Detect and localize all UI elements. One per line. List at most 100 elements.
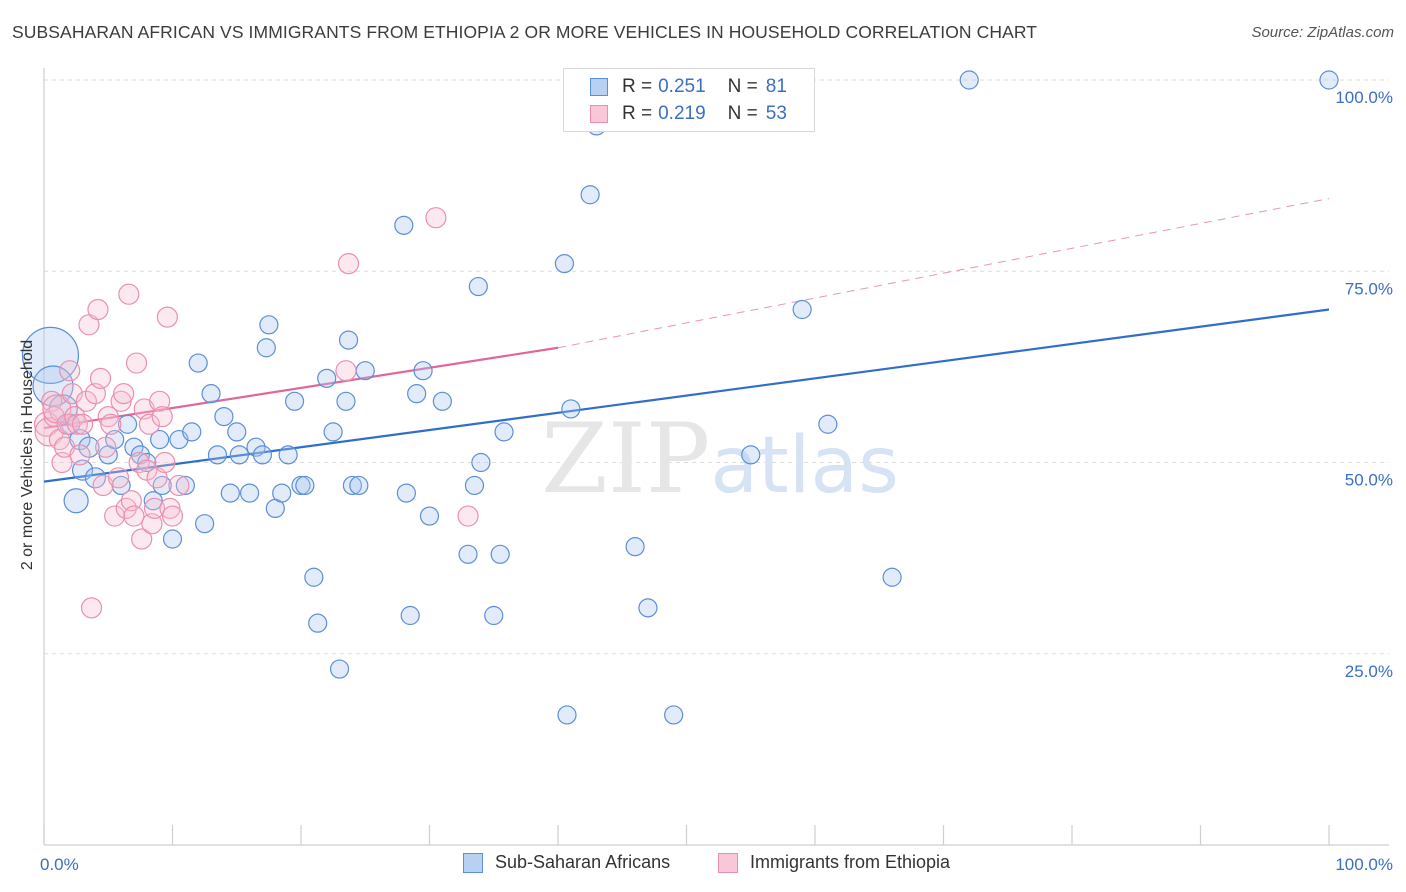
legend-row-subsaharan: R = 0.251 N = 81 — [590, 75, 787, 99]
point-series-1 — [34, 417, 64, 447]
point-series-0 — [338, 330, 359, 350]
point-series-1 — [168, 474, 190, 497]
legend-n-label: N = — [727, 76, 758, 97]
point-series-0 — [394, 215, 414, 235]
point-series-1 — [59, 360, 81, 382]
point-series-0 — [490, 544, 510, 564]
legend-r-value: 0.219 — [658, 103, 706, 124]
point-series-0 — [561, 399, 581, 419]
point-series-0 — [400, 605, 420, 626]
point-series-0 — [252, 445, 273, 465]
point-series-0 — [162, 529, 183, 549]
point-series-0 — [227, 422, 247, 442]
x-tick-label: 0.0% — [40, 855, 79, 874]
point-series-0 — [48, 394, 78, 424]
point-series-0 — [580, 185, 600, 205]
point-series-1 — [113, 383, 135, 405]
point-series-0 — [336, 391, 356, 411]
point-series-0 — [741, 445, 761, 465]
point-series-0 — [407, 384, 427, 404]
point-series-0 — [124, 437, 144, 457]
point-series-1 — [131, 528, 153, 550]
bottom-legend-label: Sub-Saharan Africans — [495, 852, 671, 872]
trend-line-0 — [43, 308, 1330, 483]
point-series-0 — [818, 414, 838, 434]
point-series-0 — [117, 414, 138, 434]
point-series-1 — [107, 467, 130, 489]
point-series-0 — [355, 361, 375, 381]
point-series-1 — [337, 253, 360, 275]
point-series-0 — [78, 436, 100, 458]
point-series-0 — [458, 544, 478, 564]
bottom-legend-label: Immigrants from Ethiopia — [750, 852, 951, 872]
point-series-1 — [146, 467, 168, 489]
point-series-1 — [118, 283, 140, 305]
point-series-1 — [75, 390, 98, 412]
point-series-1 — [110, 390, 132, 412]
point-series-0 — [323, 422, 343, 442]
point-series-1 — [154, 451, 176, 474]
point-series-1 — [100, 413, 122, 435]
point-series-0 — [494, 422, 514, 442]
point-series-1 — [66, 413, 89, 435]
point-series-0 — [792, 299, 812, 320]
point-series-0 — [137, 452, 157, 473]
point-series-0 — [464, 475, 485, 496]
point-series-0 — [419, 506, 440, 526]
point-series-0 — [229, 445, 249, 465]
point-series-1 — [159, 497, 181, 519]
y-axis-label: 2 or more Vehicles in Household — [19, 339, 36, 571]
point-series-0 — [308, 613, 328, 633]
point-series-0 — [1319, 70, 1339, 90]
grid-lines — [44, 79, 1389, 655]
watermark-atlas: atlas — [710, 421, 899, 511]
point-series-0 — [201, 384, 221, 404]
point-series-0 — [471, 452, 491, 473]
point-series-0 — [256, 338, 276, 358]
point-series-0 — [259, 315, 279, 335]
point-series-0 — [625, 537, 645, 557]
point-series-0 — [130, 445, 150, 465]
x-tick-label: 100.0% — [1335, 855, 1393, 874]
point-series-0 — [220, 483, 240, 503]
legend-swatch-pink — [590, 105, 608, 123]
chart-source: Source: ZipAtlas.com — [1251, 24, 1394, 41]
point-series-0 — [413, 361, 433, 381]
legend-r-label: R = — [622, 103, 653, 124]
point-series-0 — [246, 437, 266, 457]
point-series-1 — [156, 306, 178, 328]
point-series-0 — [959, 70, 979, 90]
point-series-0 — [188, 353, 208, 373]
point-series-1 — [125, 352, 148, 374]
point-series-0 — [240, 483, 260, 503]
legend-n-value: 53 — [765, 103, 787, 124]
axes — [43, 68, 1389, 846]
bottom-legend-ethiopia: Immigrants from Ethiopia — [718, 852, 950, 873]
point-series-0 — [175, 475, 195, 496]
point-series-0 — [195, 514, 215, 534]
correlation-legend: R = 0.251 N = 81 R = 0.219 N = 53 — [563, 68, 815, 132]
legend-n-label: N = — [727, 103, 758, 124]
y-tick-label: 25.0% — [1345, 662, 1393, 681]
point-series-0 — [432, 391, 452, 411]
watermark-zip: ZIP — [541, 403, 710, 515]
point-series-0 — [329, 659, 350, 679]
legend-swatch-blue — [590, 78, 608, 96]
watermark: ZIPatlas — [541, 403, 899, 515]
point-series-0 — [214, 407, 234, 427]
point-series-0 — [150, 429, 170, 450]
point-series-0 — [882, 567, 902, 587]
point-series-0 — [484, 605, 504, 626]
point-series-0 — [182, 422, 202, 442]
point-series-1 — [64, 406, 86, 428]
bottom-legend-swatch-pink — [718, 852, 738, 873]
chart-title: SUBSAHARAN AFRICAN VS IMMIGRANTS FROM ET… — [12, 22, 1038, 42]
point-series-0 — [349, 475, 369, 496]
point-series-0 — [272, 483, 292, 503]
trend-line-extension-1 — [557, 198, 1330, 349]
point-series-0 — [396, 483, 416, 503]
point-series-0 — [84, 467, 107, 489]
bottom-legend-swatch-blue — [463, 852, 483, 873]
point-series-1 — [151, 406, 173, 428]
